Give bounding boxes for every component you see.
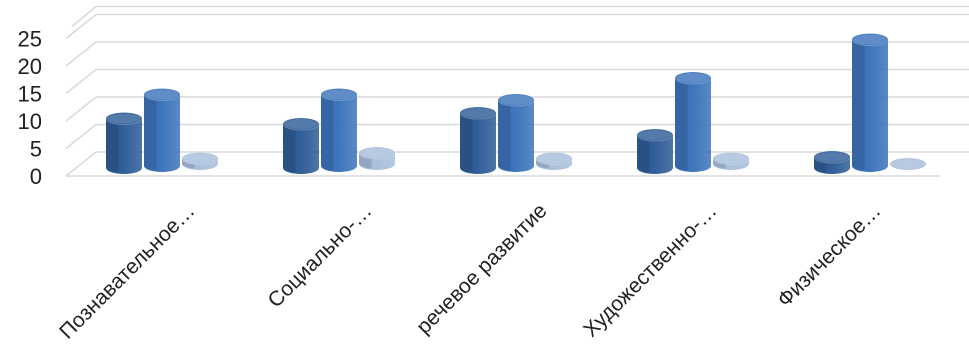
bar-body <box>283 124 319 174</box>
bars <box>105 33 927 174</box>
bar <box>282 117 320 174</box>
y-tick-label: 20 <box>18 54 42 79</box>
bar-top-highlight <box>891 159 925 169</box>
bar-top <box>636 128 674 142</box>
category-label: Социально-… <box>264 199 377 312</box>
bar <box>674 71 712 172</box>
bar <box>181 152 219 170</box>
bar-top <box>459 106 497 120</box>
y-tick-label: 5 <box>30 137 42 162</box>
bar-shade <box>283 124 296 173</box>
bar-top-highlight <box>461 108 495 118</box>
y-tick-label: 0 <box>30 164 42 189</box>
bar-top-highlight <box>853 34 887 45</box>
bar-top <box>497 93 535 107</box>
bar-top <box>105 112 143 125</box>
bar-top-highlight <box>322 89 356 100</box>
bar-body <box>675 78 711 172</box>
bar-body <box>144 94 180 172</box>
bar <box>636 128 674 174</box>
bar-top-highlight <box>537 153 571 164</box>
bar-shade <box>106 118 119 173</box>
bar <box>535 152 573 170</box>
bar-top-highlight <box>284 119 318 129</box>
bar-body <box>460 113 496 174</box>
gridlines <box>65 5 969 177</box>
bar <box>851 33 889 172</box>
bar-body <box>852 39 888 172</box>
bar-body <box>321 94 357 172</box>
bar-top-highlight <box>183 153 217 164</box>
bar-top-highlight <box>107 113 141 124</box>
bar-top <box>143 88 181 101</box>
bar-top <box>712 152 750 165</box>
bar-shade <box>675 78 688 171</box>
bar-shade <box>144 94 157 171</box>
bar-shade <box>321 94 334 171</box>
bar <box>143 88 181 172</box>
bar-top <box>181 152 219 165</box>
bar-body <box>498 100 534 172</box>
bar-shade <box>637 135 650 173</box>
y-tick-label: 15 <box>18 82 42 107</box>
bar-shade <box>460 113 473 173</box>
bar-top <box>535 152 573 165</box>
category-labels: Познавательное… Социально-… речевое развит… <box>55 199 885 343</box>
bar-shade <box>498 100 511 171</box>
bar <box>712 152 750 170</box>
bar-top <box>282 117 320 131</box>
category-label: Физическое… <box>773 199 885 311</box>
bar-shade <box>852 39 865 171</box>
gridline <box>65 13 969 40</box>
bar-top-highlight <box>145 89 179 100</box>
bar-top-highlight <box>714 153 748 164</box>
bar-top <box>851 33 889 46</box>
category-label: Познавательное… <box>55 199 199 343</box>
bar-top-highlight <box>499 95 533 105</box>
bar <box>320 88 358 172</box>
y-tick-label: 10 <box>18 109 42 134</box>
bar-top-highlight <box>360 148 394 158</box>
gridline <box>65 68 969 95</box>
bar <box>813 150 851 174</box>
category-label: Художественно-… <box>579 199 721 341</box>
bar <box>497 93 535 172</box>
bar-top <box>358 146 396 160</box>
bar-top-highlight <box>815 152 849 162</box>
bar <box>459 106 497 174</box>
gridline <box>65 41 969 67</box>
bar-top-highlight <box>638 130 672 140</box>
bar-body <box>106 118 142 174</box>
bar-top <box>320 88 358 101</box>
gridline <box>71 5 969 28</box>
bar <box>105 112 143 174</box>
bar-top <box>674 71 712 85</box>
bar-top <box>889 157 927 171</box>
bar-top <box>813 150 851 164</box>
bar-top-highlight <box>676 73 710 83</box>
y-tick-label: 25 <box>18 27 42 52</box>
bar <box>358 146 396 170</box>
bar-body <box>637 135 673 174</box>
bar <box>889 157 927 171</box>
category-label: речевое развитие <box>412 199 551 338</box>
